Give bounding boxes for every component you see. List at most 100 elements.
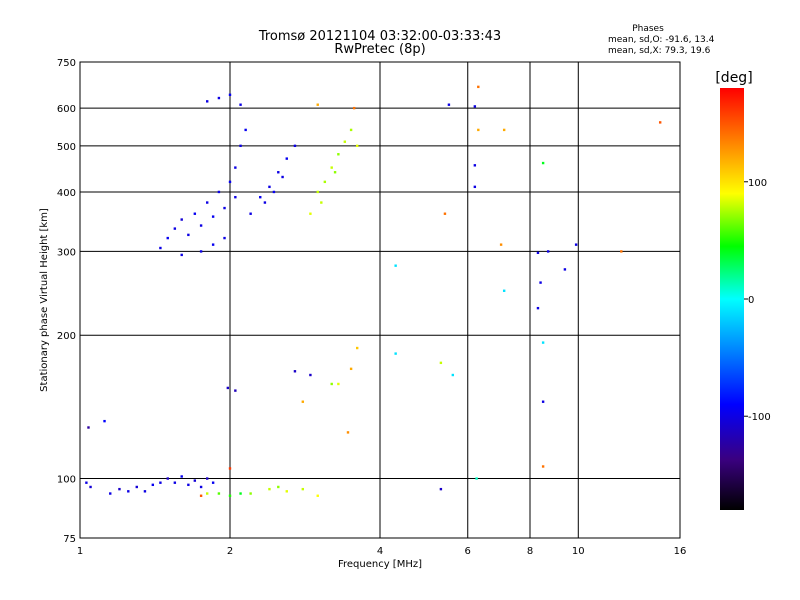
data-point <box>546 250 550 253</box>
y-tick-label: 500 <box>57 142 76 153</box>
data-point <box>228 180 232 184</box>
data-point <box>301 487 305 491</box>
chart-title: Tromsø 20121104 03:32:00-03:33:43 <box>258 29 501 44</box>
data-point <box>281 175 284 179</box>
data-point <box>143 490 147 493</box>
data-point <box>330 382 333 386</box>
data-point <box>205 492 209 495</box>
data-point <box>477 85 480 89</box>
data-point <box>337 382 340 386</box>
data-points <box>85 85 662 497</box>
data-point <box>180 475 183 478</box>
data-point <box>439 487 443 491</box>
data-point <box>536 306 540 310</box>
data-point <box>563 268 567 271</box>
data-point <box>87 426 90 429</box>
colorbar-label: [deg] <box>715 70 752 86</box>
data-point <box>277 171 280 174</box>
data-point <box>394 352 397 355</box>
y-tick-label: 200 <box>57 331 76 342</box>
data-point <box>285 490 288 493</box>
phase-info-title: Phases <box>632 24 664 34</box>
data-point <box>309 212 312 215</box>
data-point <box>173 227 177 230</box>
x-axis-ticks: 1 2 4 6 8 10 16 <box>77 546 687 557</box>
data-point <box>658 121 662 124</box>
data-point <box>159 481 162 484</box>
data-point <box>272 190 276 194</box>
data-point <box>473 105 477 108</box>
data-point <box>447 103 451 106</box>
data-point <box>205 201 209 204</box>
data-point <box>217 96 221 100</box>
data-point <box>249 492 252 495</box>
data-point <box>187 483 190 487</box>
data-point <box>475 477 478 480</box>
data-point <box>205 100 209 103</box>
data-point <box>211 215 215 218</box>
x-tick-label: 6 <box>465 546 471 557</box>
data-point <box>323 180 327 184</box>
data-point <box>211 481 215 484</box>
data-point <box>330 166 333 169</box>
x-tick-label: 10 <box>572 546 585 557</box>
data-point <box>477 128 480 132</box>
data-point <box>620 250 623 253</box>
data-point <box>199 224 203 227</box>
data-point <box>109 492 112 495</box>
data-point <box>217 190 221 194</box>
colorbar-tick-label: 100 <box>748 178 767 189</box>
chart-subtitle: RwPretec (8p) <box>334 42 425 57</box>
data-point <box>199 250 203 253</box>
data-point <box>223 206 226 210</box>
data-point <box>536 251 540 255</box>
data-point <box>199 485 203 489</box>
data-point <box>316 103 319 106</box>
data-point <box>193 212 197 215</box>
x-tick-label: 1 <box>77 546 83 557</box>
data-point <box>541 161 545 165</box>
data-point <box>502 128 506 132</box>
data-point <box>301 400 305 403</box>
data-point <box>277 485 280 489</box>
x-tick-label: 8 <box>527 546 533 557</box>
data-point <box>259 195 262 199</box>
data-point <box>239 103 242 106</box>
data-point <box>166 477 169 480</box>
data-point <box>349 128 353 132</box>
data-point <box>574 243 578 246</box>
data-point <box>234 389 237 392</box>
data-point <box>320 201 323 204</box>
phase-info-o: mean, sd,O: -91.6, 13.4 <box>608 35 715 45</box>
data-point <box>205 477 209 480</box>
data-point <box>127 490 130 493</box>
colorbar-tick-label: 0 <box>748 295 754 306</box>
data-point <box>249 212 252 215</box>
data-point <box>394 264 397 267</box>
data-point <box>309 373 312 377</box>
data-point <box>473 185 477 189</box>
data-point <box>316 190 319 194</box>
y-axis-ticks: 75 100 200 300 400 500 600 750 <box>57 58 76 545</box>
y-tick-label: 300 <box>57 247 76 258</box>
data-point <box>268 185 271 189</box>
colorbar <box>720 88 744 510</box>
data-point <box>541 400 545 403</box>
y-tick-label: 400 <box>57 188 76 199</box>
data-point <box>234 195 237 199</box>
phase-info-x: mean, sd,X: 79.3, 19.6 <box>608 46 711 56</box>
data-point <box>151 483 155 487</box>
data-point <box>193 479 197 482</box>
data-point <box>333 171 337 174</box>
data-point <box>103 419 106 423</box>
data-point <box>223 236 226 240</box>
data-point <box>85 481 88 484</box>
data-point <box>337 153 340 156</box>
data-point <box>228 467 232 470</box>
data-point <box>199 494 203 497</box>
data-point <box>135 485 138 489</box>
colorbar-ticks: 100 0 -100 <box>744 178 771 423</box>
data-point <box>239 492 242 495</box>
data-point <box>539 281 542 284</box>
